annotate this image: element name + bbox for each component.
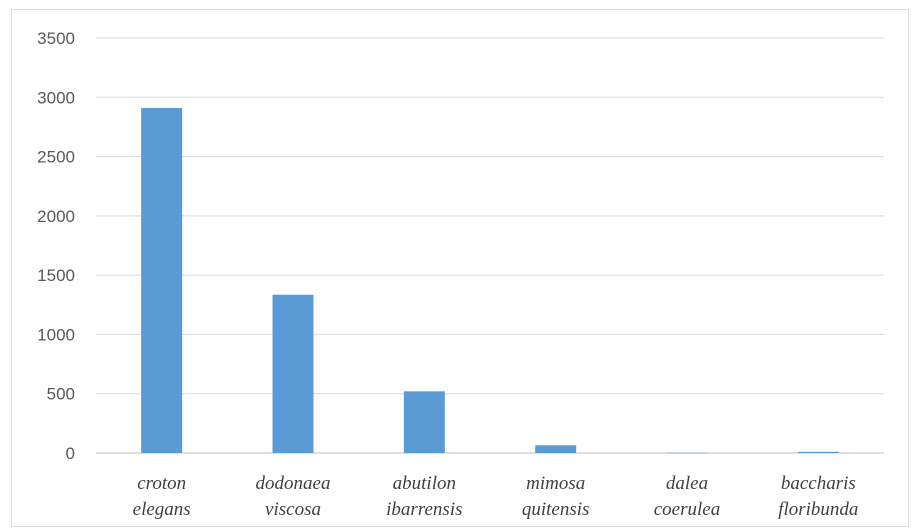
bar bbox=[797, 451, 839, 453]
x-tick-label: croton elegans bbox=[133, 473, 191, 520]
y-tick-label: 0 bbox=[66, 444, 75, 463]
bar bbox=[272, 294, 314, 453]
bars bbox=[141, 107, 839, 454]
gridlines bbox=[96, 37, 884, 454]
x-tick-label: mimosa quitensis bbox=[522, 473, 590, 520]
y-tick-label: 3000 bbox=[37, 88, 75, 107]
x-tick-label: dalea coerulea bbox=[654, 473, 720, 520]
bar bbox=[666, 452, 708, 454]
x-axis-ticks: croton elegans dodonaea viscosa abutilon ibar… bbox=[133, 473, 859, 520]
y-tick-label: 2500 bbox=[37, 148, 75, 167]
y-tick-label: 1000 bbox=[37, 325, 75, 344]
bar bbox=[535, 445, 577, 453]
bar bbox=[141, 107, 183, 453]
y-tick-label: 500 bbox=[47, 385, 75, 404]
x-tick-label: abutilon ibarrensis bbox=[386, 473, 462, 520]
y-tick-label: 2000 bbox=[37, 207, 75, 226]
x-tick-label: baccharis floribunda bbox=[778, 473, 858, 520]
y-tick-label: 3500 bbox=[37, 29, 75, 48]
y-axis-ticks: 0 500 1000 1500 2000 2500 3000 3500 bbox=[37, 29, 75, 463]
x-tick-label: dodonaea viscosa bbox=[256, 473, 331, 520]
bar bbox=[403, 391, 445, 453]
y-tick-label: 1500 bbox=[37, 266, 75, 285]
